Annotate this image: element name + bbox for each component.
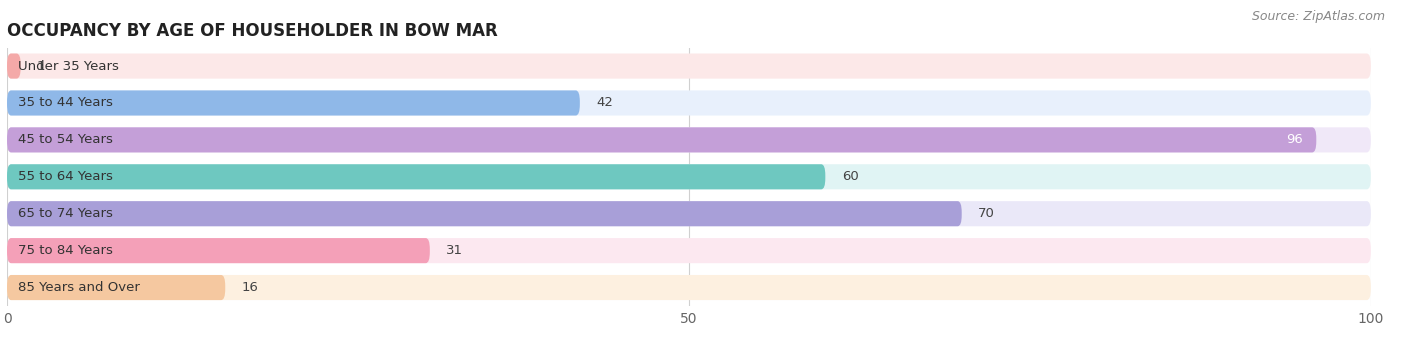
Text: 16: 16 [242,281,259,294]
Text: Source: ZipAtlas.com: Source: ZipAtlas.com [1251,10,1385,23]
FancyBboxPatch shape [7,53,21,79]
Text: 42: 42 [596,97,613,109]
FancyBboxPatch shape [7,128,1316,152]
Text: OCCUPANCY BY AGE OF HOUSEHOLDER IN BOW MAR: OCCUPANCY BY AGE OF HOUSEHOLDER IN BOW M… [7,22,498,40]
Text: 31: 31 [446,244,463,257]
Text: 60: 60 [842,170,859,183]
Text: 75 to 84 Years: 75 to 84 Years [18,244,112,257]
Text: 55 to 64 Years: 55 to 64 Years [18,170,112,183]
FancyBboxPatch shape [7,90,1371,116]
Text: 35 to 44 Years: 35 to 44 Years [18,97,112,109]
FancyBboxPatch shape [7,201,1371,226]
FancyBboxPatch shape [7,128,1371,152]
Text: 65 to 74 Years: 65 to 74 Years [18,207,112,220]
FancyBboxPatch shape [7,238,1371,263]
FancyBboxPatch shape [7,201,962,226]
FancyBboxPatch shape [7,275,225,300]
Text: 96: 96 [1286,133,1302,147]
Text: 45 to 54 Years: 45 to 54 Years [18,133,112,147]
Text: 1: 1 [37,59,45,72]
FancyBboxPatch shape [7,90,579,116]
Text: Under 35 Years: Under 35 Years [18,59,120,72]
FancyBboxPatch shape [7,164,825,189]
FancyBboxPatch shape [7,53,1371,79]
FancyBboxPatch shape [7,238,430,263]
FancyBboxPatch shape [7,275,1371,300]
FancyBboxPatch shape [7,164,1371,189]
Text: 85 Years and Over: 85 Years and Over [18,281,139,294]
Text: 70: 70 [979,207,995,220]
